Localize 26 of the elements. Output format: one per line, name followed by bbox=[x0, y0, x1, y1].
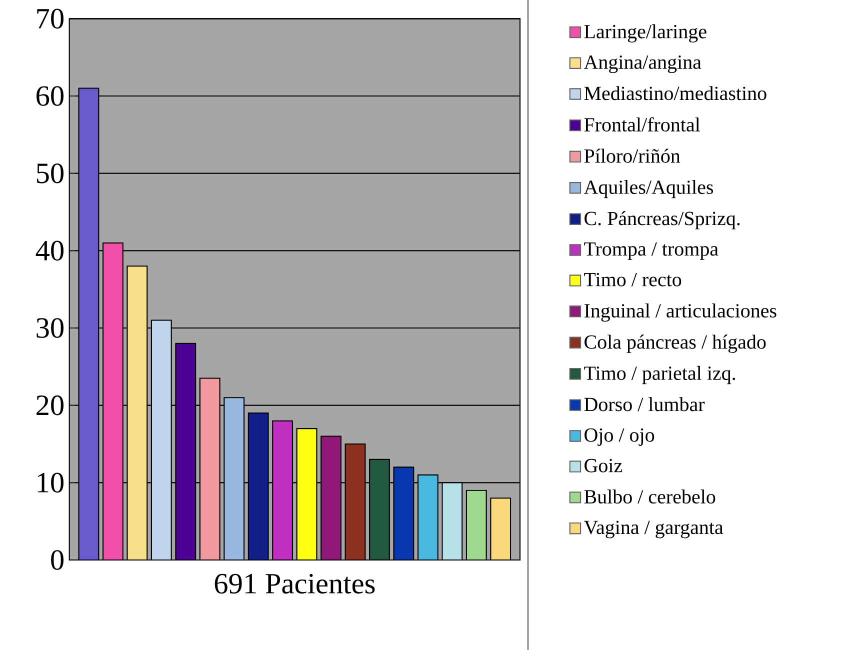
legend-label: Bulbo / cerebelo bbox=[584, 490, 716, 504]
legend-label: Angina/angina bbox=[584, 55, 702, 74]
y-tick-label: 70 bbox=[37, 8, 64, 29]
legend-label: Goiz bbox=[584, 458, 622, 472]
legend-label: Mediastino/mediastino bbox=[584, 86, 766, 100]
y-tick-label: 0 bbox=[51, 550, 64, 570]
y-tick-label: 10 bbox=[38, 472, 64, 493]
y-tick-label: 40 bbox=[36, 240, 64, 261]
legend-label: Dorso / lumbar bbox=[584, 397, 705, 412]
x-axis-title: 691 Pacientes bbox=[214, 574, 375, 594]
legend-label: Inguinal / articulaciones bbox=[584, 303, 776, 322]
y-tick-label: 60 bbox=[36, 86, 64, 106]
legend-label: Frontal/frontal bbox=[584, 117, 700, 132]
y-tick-label: 30 bbox=[36, 318, 64, 338]
legend-label: Aquiles/Aquiles bbox=[584, 180, 714, 198]
legend-label: Timo / recto bbox=[584, 272, 682, 286]
legend-label: Ojo / ojo bbox=[584, 428, 654, 446]
y-tick-label: 20 bbox=[36, 395, 64, 416]
legend-label: C. Páncreas/Sprizq. bbox=[584, 211, 740, 230]
legend-label: Vagina / garganta bbox=[584, 520, 724, 538]
legend-label: Píloro/riñón bbox=[584, 148, 680, 163]
legend-label: Trompa / trompa bbox=[584, 242, 718, 260]
legend-label: Laringe/laringe bbox=[584, 24, 706, 42]
legend-label: Cola páncreas / hígado bbox=[584, 334, 766, 353]
y-tick-label: 50 bbox=[37, 163, 64, 184]
legend-label: Timo / parietal izq. bbox=[584, 366, 736, 384]
